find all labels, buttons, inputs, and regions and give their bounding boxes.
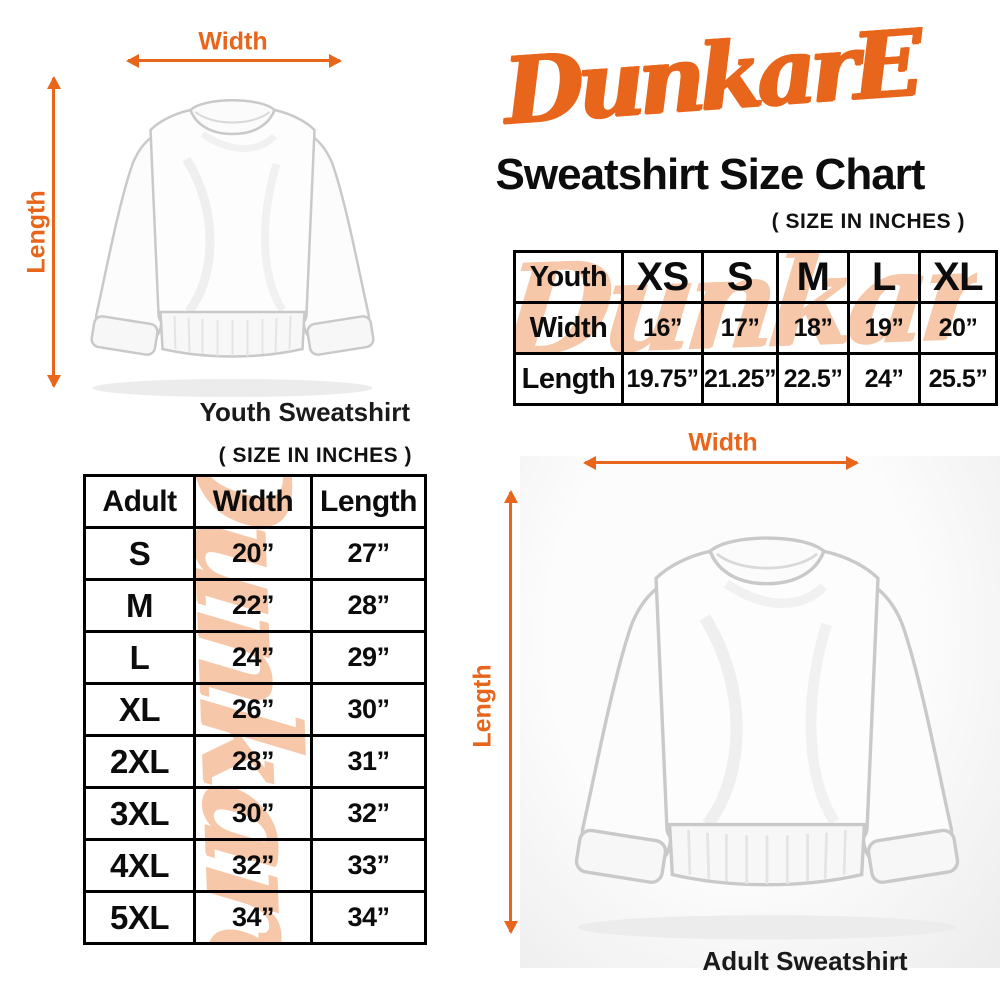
- adult-column-header: Width: [193, 474, 313, 529]
- adult-size-cell: XL: [83, 682, 196, 737]
- adult-measurement-cell: 28”: [193, 734, 313, 789]
- youth-size-table-area: Dunkare Youth XS S M L XL Width 16” 17” 18” 19” 20”…: [513, 250, 998, 406]
- adult-measurement-cell: 31”: [310, 734, 427, 789]
- adult-measurement-cell: 20”: [193, 526, 313, 581]
- table-row: XL 26” 30”: [83, 682, 427, 737]
- table-row: 5XL 34” 34”: [83, 890, 427, 945]
- table-row: Width 16” 17” 18” 19” 20”: [513, 301, 998, 355]
- youth-size-header: S: [701, 250, 779, 304]
- adult-measurement-cell: 34”: [193, 890, 313, 945]
- youth-measurement-cell: 18”: [776, 301, 850, 355]
- table-row: 2XL 28” 31”: [83, 734, 427, 789]
- youth-row-label: Width: [513, 301, 624, 355]
- adult-width-arrow-label: Width: [688, 428, 758, 457]
- youth-measurement-cell: 17”: [701, 301, 779, 355]
- youth-row-label: Length: [513, 352, 624, 406]
- youth-length-arrow: [52, 78, 55, 386]
- adult-length-arrow: [509, 492, 512, 932]
- adult-sweatshirt-image: [537, 474, 997, 964]
- adult-measurement-cell: 30”: [193, 786, 313, 841]
- youth-size-header: L: [847, 250, 921, 304]
- youth-width-arrow-label: Width: [198, 27, 268, 56]
- adult-size-cell: 4XL: [83, 838, 196, 893]
- youth-size-note: ( SIZE IN INCHES ): [771, 210, 965, 233]
- youth-sweatshirt-image: [60, 64, 405, 404]
- adult-measurement-cell: 27”: [310, 526, 427, 581]
- youth-table-corner-header: Youth: [513, 250, 624, 304]
- youth-width-arrow: [128, 59, 340, 62]
- adult-size-note: ( SIZE IN INCHES ): [218, 444, 412, 467]
- table-row: Adult Width Length: [83, 474, 427, 529]
- brand-logo: DunkarE: [499, 8, 920, 146]
- adult-measurement-cell: 22”: [193, 578, 313, 633]
- youth-measurement-cell: 22.5”: [776, 352, 850, 406]
- adult-measurement-cell: 24”: [193, 630, 313, 685]
- table-row: S 20” 27”: [83, 526, 427, 581]
- page-title: Sweatshirt Size Chart: [495, 150, 926, 199]
- youth-size-header: XL: [918, 250, 998, 304]
- adult-size-cell: S: [83, 526, 196, 581]
- youth-figure-caption: Youth Sweatshirt: [199, 397, 410, 427]
- adult-column-header: Length: [310, 474, 427, 529]
- youth-length-arrow-label: Length: [22, 190, 51, 274]
- youth-measurement-cell: 25.5”: [918, 352, 998, 406]
- adult-size-cell: L: [83, 630, 196, 685]
- adult-measurement-cell: 32”: [310, 786, 427, 841]
- adult-measurement-cell: 30”: [310, 682, 427, 737]
- adult-size-cell: 2XL: [83, 734, 196, 789]
- adult-figure-caption: Adult Sweatshirt: [702, 946, 908, 976]
- adult-measurement-cell: 33”: [310, 838, 427, 893]
- table-row: 3XL 30” 32”: [83, 786, 427, 841]
- adult-length-arrow-label: Length: [468, 664, 497, 748]
- table-row: Youth XS S M L XL: [513, 250, 998, 304]
- adult-size-table: Adult Width Length S 20” 27” M 22” 28” L 24” 29” XL 2…: [83, 474, 427, 945]
- adult-measurement-cell: 26”: [193, 682, 313, 737]
- youth-measurement-cell: 20”: [918, 301, 998, 355]
- youth-size-table: Youth XS S M L XL Width 16” 17” 18” 19” 20” Length 19…: [513, 250, 998, 406]
- adult-size-cell: 5XL: [83, 890, 196, 945]
- adult-size-cell: M: [83, 578, 196, 633]
- youth-measurement-cell: 19.75”: [621, 352, 704, 406]
- table-row: 4XL 32” 33”: [83, 838, 427, 893]
- adult-size-table-area: Dunkare Adult Width Length S 20” 27” M 22” 28” L 2…: [83, 474, 427, 945]
- adult-measurement-cell: 28”: [310, 578, 427, 633]
- adult-width-arrow: [585, 461, 857, 464]
- youth-size-header: M: [776, 250, 850, 304]
- table-row: L 24” 29”: [83, 630, 427, 685]
- adult-measurement-cell: 32”: [193, 838, 313, 893]
- adult-measurement-cell: 29”: [310, 630, 427, 685]
- adult-column-header: Adult: [83, 474, 196, 529]
- youth-size-header: XS: [621, 250, 704, 304]
- table-row: Length 19.75” 21.25” 22.5” 24” 25.5”: [513, 352, 998, 406]
- youth-measurement-cell: 16”: [621, 301, 704, 355]
- youth-measurement-cell: 21.25”: [701, 352, 779, 406]
- youth-measurement-cell: 19”: [847, 301, 921, 355]
- youth-measurement-cell: 24”: [847, 352, 921, 406]
- adult-size-cell: 3XL: [83, 786, 196, 841]
- adult-measurement-cell: 34”: [310, 890, 427, 945]
- table-row: M 22” 28”: [83, 578, 427, 633]
